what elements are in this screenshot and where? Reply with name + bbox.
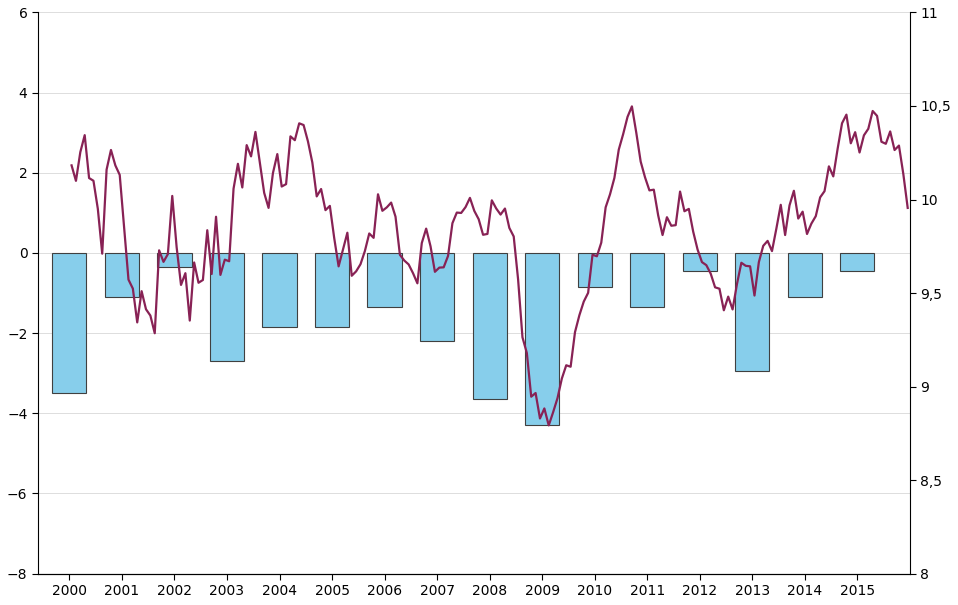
Bar bbox=[210, 253, 244, 361]
Bar bbox=[735, 253, 769, 371]
Bar bbox=[368, 253, 401, 307]
Bar bbox=[53, 253, 86, 393]
Bar bbox=[840, 253, 875, 271]
Bar bbox=[630, 253, 664, 307]
Bar bbox=[472, 253, 507, 399]
Bar bbox=[104, 253, 139, 297]
Bar bbox=[420, 253, 454, 341]
Bar bbox=[157, 253, 192, 267]
Bar bbox=[578, 253, 612, 287]
Bar bbox=[525, 253, 559, 425]
Bar bbox=[683, 253, 717, 271]
Bar bbox=[315, 253, 349, 327]
Bar bbox=[262, 253, 297, 327]
Bar bbox=[787, 253, 822, 297]
